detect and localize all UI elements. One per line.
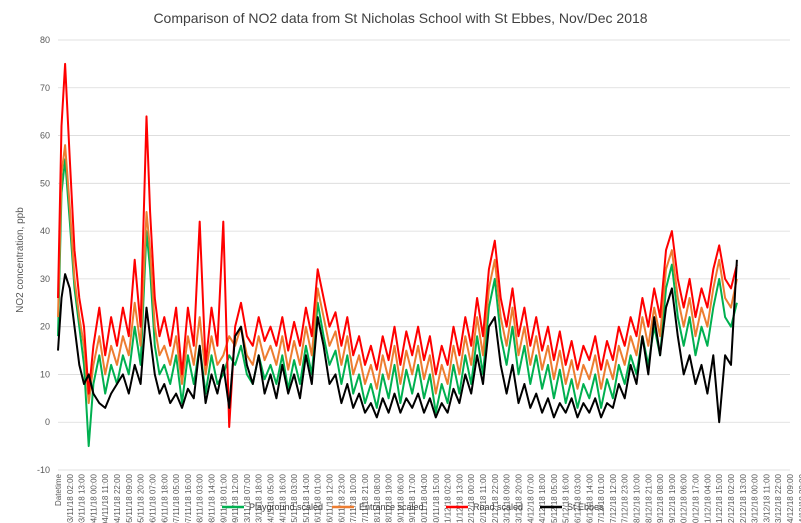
x-tick-label-26: 27/11/18 21:00 xyxy=(361,473,370,523)
legend: Playground scaled Entrance scaled Road sca… xyxy=(222,502,604,512)
x-tick-label-55: 11/12/18 04:00 xyxy=(703,473,712,523)
x-tick-label-13: 08/11/18 14:00 xyxy=(207,473,216,523)
x-tick-label-6: 05/11/18 09:00 xyxy=(125,473,134,523)
x-tick-label-53: 10/12/18 06:00 xyxy=(680,473,689,523)
x-tick-label-24: 26/11/18 23:00 xyxy=(337,473,346,523)
x-tick-label-32: 30/11/18 15:00 xyxy=(432,473,441,523)
x-tick-label-45: 06/12/18 14:00 xyxy=(585,473,594,523)
x-tick-label-23: 26/11/18 12:00 xyxy=(326,473,335,523)
x-tick-label-33: 01/12/18 02:00 xyxy=(444,473,453,523)
x-tick-label-61: 13/12/18 22:00 xyxy=(774,473,783,523)
series-line-2 xyxy=(57,62,738,428)
x-tick-label-17: 23/11/18 18:00 xyxy=(255,473,264,523)
x-tick-label-52: 09/12/18 19:00 xyxy=(668,473,677,523)
x-tick-label-10: 07/11/18 05:00 xyxy=(172,473,181,523)
series-line-0 xyxy=(57,158,738,448)
series-layer xyxy=(57,62,738,448)
x-tick-label-4: 04/11/18 11:00 xyxy=(101,473,110,523)
x-tick-label-18: 24/11/18 05:00 xyxy=(267,473,276,523)
x-axis: Datetime 03/11/18 02:00 03/11/18 13:00 04/1… xyxy=(54,473,801,523)
x-tick-label-51: 09/12/18 08:00 xyxy=(656,473,665,523)
x-tick-label-0: Datetime xyxy=(54,473,63,506)
y-axis-label: NO2 concentration, ppb xyxy=(15,207,26,313)
x-tick-label-15: 09/11/18 12:00 xyxy=(231,473,240,523)
legend-label-2: Road scaled xyxy=(473,502,523,512)
y-tick-label-1: 0 xyxy=(45,417,50,427)
x-tick-label-37: 02/12/18 22:00 xyxy=(491,473,500,523)
chart-title: Comparison of NO2 data from St Nicholas … xyxy=(153,10,648,26)
x-tick-label-42: 05/12/18 05:00 xyxy=(550,473,559,523)
x-tick-label-44: 06/12/18 03:00 xyxy=(573,473,582,523)
x-tick-label-49: 08/12/18 10:00 xyxy=(633,473,642,523)
x-tick-label-3: 04/11/18 00:00 xyxy=(89,473,98,523)
legend-label-0: Playground scaled xyxy=(249,502,323,512)
x-tick-label-39: 03/12/18 20:00 xyxy=(514,473,523,523)
x-tick-label-11: 07/11/18 16:00 xyxy=(184,473,193,523)
x-tick-label-28: 28/11/18 19:00 xyxy=(385,473,394,523)
x-tick-label-63: 14/12/18 20:00 xyxy=(798,473,801,523)
legend-label-1: Entrance scaled xyxy=(359,502,424,512)
x-tick-label-22: 26/11/18 01:00 xyxy=(314,473,323,523)
x-tick-label-8: 06/11/18 07:00 xyxy=(148,473,157,523)
x-tick-label-36: 02/12/18 11:00 xyxy=(479,473,488,523)
x-tick-label-25: 27/11/18 10:00 xyxy=(349,473,358,523)
x-tick-label-62: 14/12/18 09:00 xyxy=(786,473,795,523)
x-tick-label-41: 04/12/18 18:00 xyxy=(538,473,547,523)
x-tick-label-7: 05/11/18 20:00 xyxy=(137,473,146,523)
x-tick-label-46: 07/12/18 01:00 xyxy=(597,473,606,523)
legend-label-3: St Ebbes xyxy=(567,502,604,512)
y-tick-label-8: 70 xyxy=(40,83,50,93)
y-tick-label-9: 80 xyxy=(40,35,50,45)
y-tick-label-0: -10 xyxy=(37,465,50,475)
x-tick-label-59: 13/12/18 00:00 xyxy=(751,473,760,523)
x-tick-label-30: 29/11/18 17:00 xyxy=(408,473,417,523)
x-tick-label-60: 13/12/18 11:00 xyxy=(762,473,771,523)
grid-layer xyxy=(58,39,790,471)
series-line-1 xyxy=(57,144,738,405)
x-tick-label-9: 06/11/18 18:00 xyxy=(160,473,169,523)
x-tick-label-47: 07/12/18 12:00 xyxy=(609,473,618,523)
x-tick-label-50: 08/12/18 21:00 xyxy=(644,473,653,523)
x-tick-label-34: 01/12/18 13:00 xyxy=(455,473,464,523)
y-tick-label-6: 50 xyxy=(40,178,50,188)
x-tick-label-58: 12/12/18 13:00 xyxy=(739,473,748,523)
x-tick-label-14: 09/11/18 01:00 xyxy=(219,473,228,523)
x-tick-label-40: 04/12/18 07:00 xyxy=(526,473,535,523)
x-tick-label-48: 07/12/18 23:00 xyxy=(621,473,630,523)
x-tick-label-56: 11/12/18 15:00 xyxy=(715,473,724,523)
y-tick-label-5: 40 xyxy=(40,226,50,236)
x-tick-label-57: 12/12/18 02:00 xyxy=(727,473,736,523)
x-tick-label-1: 03/11/18 02:00 xyxy=(66,473,75,523)
x-tick-label-27: 28/11/18 08:00 xyxy=(373,473,382,523)
x-tick-label-12: 08/11/18 03:00 xyxy=(196,473,205,523)
x-tick-label-54: 10/12/18 17:00 xyxy=(692,473,701,523)
x-tick-label-21: 25/11/18 14:00 xyxy=(302,473,311,523)
y-tick-label-3: 20 xyxy=(40,322,50,332)
x-tick-label-43: 05/12/18 16:00 xyxy=(562,473,571,523)
series-line-3 xyxy=(57,259,738,424)
x-tick-label-19: 24/11/18 16:00 xyxy=(278,473,287,523)
x-tick-label-16: 23/11/18 07:00 xyxy=(243,473,252,523)
x-tick-label-2: 03/11/18 13:00 xyxy=(78,473,87,523)
x-tick-label-38: 03/12/18 09:00 xyxy=(503,473,512,523)
x-tick-label-29: 29/11/18 06:00 xyxy=(396,473,405,523)
x-tick-label-35: 02/12/18 00:00 xyxy=(467,473,476,523)
y-tick-label-2: 10 xyxy=(40,369,50,379)
x-tick-label-20: 25/11/18 03:00 xyxy=(290,473,299,523)
y-axis: -10 0 10 20 30 40 50 60 70 80 xyxy=(37,35,50,475)
x-tick-label-31: 30/11/18 04:00 xyxy=(420,473,429,523)
y-tick-label-7: 60 xyxy=(40,131,50,141)
x-tick-label-5: 04/11/18 22:00 xyxy=(113,473,122,523)
y-tick-label-4: 30 xyxy=(40,274,50,284)
